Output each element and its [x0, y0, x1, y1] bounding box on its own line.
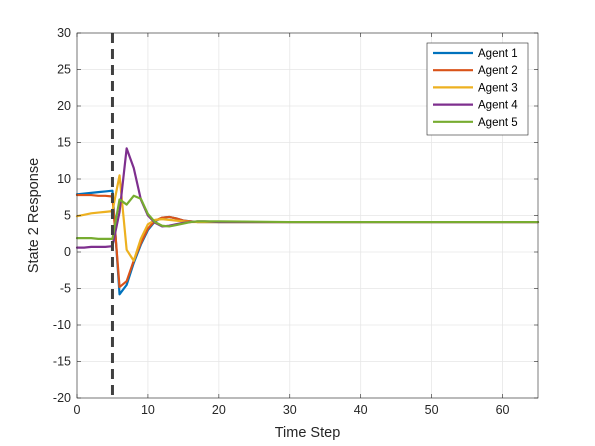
- legend: Agent 1 Agent 2 Agent 3 Agent 4 Agent 5: [426, 42, 529, 136]
- y-tick-label: -10: [53, 318, 71, 332]
- legend-label: Agent 1: [478, 48, 518, 60]
- y-tick-label: 5: [64, 209, 71, 223]
- y-tick-label: -15: [53, 355, 71, 369]
- y-tick-label: 30: [57, 26, 71, 40]
- y-tick-label: -5: [60, 282, 71, 296]
- x-tick-label: 20: [212, 403, 226, 417]
- x-tick-label: 10: [141, 403, 155, 417]
- y-tick-label: -20: [53, 391, 71, 405]
- y-tick-label: 20: [57, 99, 71, 113]
- axis-ticks: 0 10 20 30 40 50 60 -20 -15 -10 -5 0 5 10 15 20 25 30: [53, 26, 538, 417]
- x-tick-label: 60: [496, 403, 510, 417]
- x-tick-label: 40: [354, 403, 368, 417]
- legend-label: Agent 4: [478, 100, 518, 112]
- legend-box: [426, 42, 529, 136]
- series-line-agent-5: [75, 194, 540, 240]
- x-tick-label: 50: [425, 403, 439, 417]
- y-tick-label: 15: [57, 136, 71, 150]
- y-axis-label: State 2 Response: [26, 158, 42, 273]
- legend-label: Agent 2: [478, 65, 518, 77]
- y-tick-label: 10: [57, 172, 71, 186]
- x-tick-label: 30: [283, 403, 297, 417]
- x-tick-label: 0: [74, 403, 81, 417]
- y-tick-label: 0: [64, 245, 71, 259]
- series-lines: [75, 147, 540, 296]
- legend-label: Agent 5: [478, 117, 518, 129]
- x-axis-label: Time Step: [275, 425, 341, 441]
- legend-label: Agent 3: [478, 82, 518, 94]
- y-tick-label: 25: [57, 63, 71, 77]
